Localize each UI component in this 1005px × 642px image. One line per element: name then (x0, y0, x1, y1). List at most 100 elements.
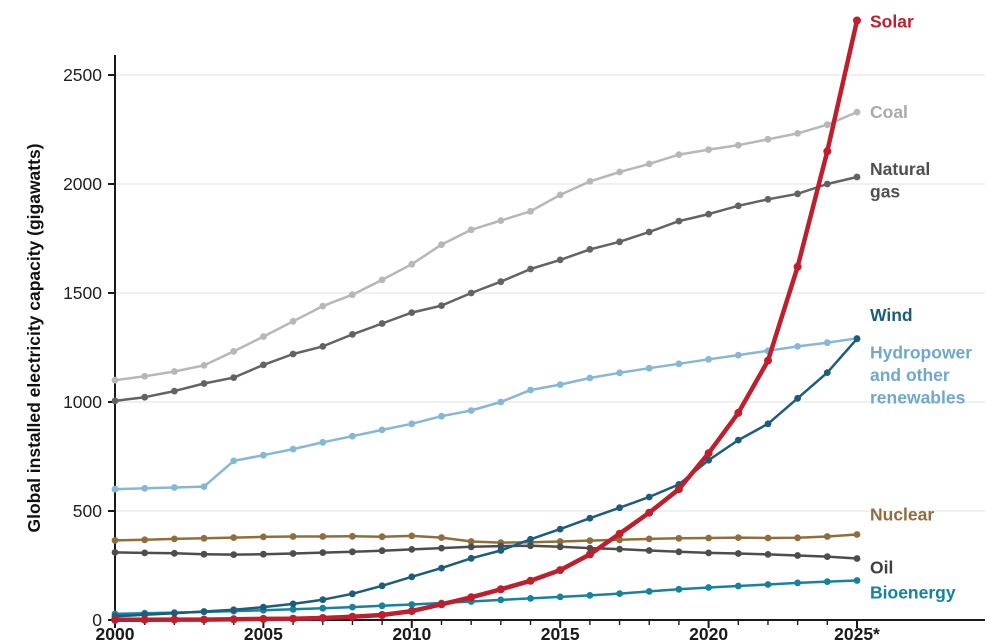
point-oil-2011 (438, 544, 445, 552)
point-natural-gas-2005 (260, 361, 267, 369)
point-coal-2003 (200, 362, 208, 369)
point-coal-2012 (467, 226, 475, 234)
y-tick-label-0: 0 (92, 610, 102, 630)
series-line-solar (112, 18, 860, 623)
point-hydropower-and-other-renewables-2013 (497, 398, 505, 406)
point-coal-2017 (616, 168, 623, 176)
point-oil-2001 (141, 549, 149, 557)
point-oil-2004 (230, 551, 238, 558)
point-coal-2020 (705, 146, 712, 154)
point-nuclear-2011 (438, 534, 445, 541)
point-wind-2002 (171, 609, 178, 617)
point-bioenergy-2023 (794, 579, 801, 587)
point-coal-2021 (734, 141, 742, 149)
point-hydropower-and-other-renewables-2001 (141, 484, 149, 492)
point-bioenergy-2008 (349, 603, 356, 611)
x-tick-label-2000: 2000 (96, 624, 135, 642)
point-bioenergy-2022 (764, 581, 772, 588)
point-oil-2019 (675, 548, 683, 556)
x-tick-label-2025: 2025* (834, 624, 880, 642)
point-coal-2008 (349, 291, 356, 299)
point-wind-2011 (438, 564, 445, 572)
point-wind-2008 (349, 590, 356, 598)
point-natural-gas-2013 (497, 278, 505, 286)
point-bioenergy-2013 (497, 596, 505, 604)
point-solar-2020 (704, 449, 713, 458)
point-coal-2023 (794, 130, 801, 137)
point-hydropower-and-other-renewables-2019 (675, 360, 683, 368)
point-coal-2019 (675, 151, 683, 159)
point-natural-gas-2024 (823, 180, 831, 188)
series-nuclear: Nuclear (111, 505, 934, 546)
point-hydropower-and-other-renewables-2003 (200, 483, 208, 490)
point-natural-gas-2012 (467, 289, 475, 297)
point-oil-2007 (319, 549, 327, 556)
point-wind-2010 (408, 573, 416, 581)
y-tick-label-1000: 1000 (63, 392, 102, 412)
point-oil-2008 (349, 548, 356, 556)
x-tick-label-2020: 2020 (689, 624, 728, 642)
series-line-bioenergy (113, 579, 859, 616)
point-hydropower-and-other-renewables-2000 (111, 485, 119, 493)
point-hydropower-and-other-renewables-2008 (349, 432, 356, 440)
point-natural-gas-2017 (616, 238, 623, 246)
point-wind-2007 (319, 596, 327, 604)
point-oil-2018 (645, 547, 653, 554)
point-hydropower-and-other-renewables-2023 (794, 343, 801, 350)
point-nuclear-2005 (260, 533, 267, 541)
x-tick-label-2005: 2005 (244, 624, 283, 642)
point-coal-2007 (319, 302, 327, 310)
point-wind-2024 (823, 369, 831, 376)
point-wind-2013 (497, 547, 505, 554)
point-nuclear-2002 (171, 535, 178, 543)
point-nuclear-2010 (408, 532, 416, 540)
point-wind-2018 (645, 493, 653, 501)
point-oil-2025 (853, 555, 861, 562)
point-natural-gas-2010 (408, 309, 416, 316)
point-natural-gas-2023 (794, 190, 801, 198)
point-solar-2015 (556, 566, 565, 575)
point-oil-2016 (586, 544, 594, 552)
point-nuclear-2003 (200, 534, 208, 542)
series-coal: Coal (111, 102, 908, 384)
y-tick-label-500: 500 (73, 501, 102, 521)
point-nuclear-2023 (794, 534, 801, 542)
point-coal-2010 (408, 260, 416, 268)
point-nuclear-2020 (705, 534, 712, 542)
point-coal-2024 (823, 121, 831, 129)
point-nuclear-2024 (823, 533, 831, 540)
point-hydropower-and-other-renewables-2015 (556, 381, 564, 388)
point-wind-2025 (853, 335, 861, 343)
point-coal-2009 (378, 276, 386, 284)
series-line-wind (113, 337, 859, 618)
point-natural-gas-2020 (705, 210, 712, 218)
point-solar-2024 (823, 147, 832, 156)
point-wind-2015 (556, 525, 564, 533)
point-oil-2009 (378, 547, 386, 555)
point-hydropower-and-other-renewables-2006 (289, 445, 297, 453)
point-coal-2001 (141, 372, 149, 380)
point-hydropower-and-other-renewables-2016 (586, 374, 594, 382)
point-natural-gas-2011 (438, 302, 445, 309)
point-bioenergy-2006 (289, 605, 297, 613)
point-bioenergy-2021 (734, 582, 742, 590)
series-line-natural-gas (113, 175, 859, 403)
point-oil-2020 (705, 549, 712, 557)
point-oil-2021 (734, 550, 742, 557)
point-solar-2003 (200, 615, 208, 624)
point-oil-2015 (556, 543, 564, 551)
point-solar-2012 (467, 593, 476, 602)
x-tick-label-2010: 2010 (392, 624, 431, 642)
point-hydropower-and-other-renewables-2005 (260, 451, 267, 459)
point-wind-2021 (734, 436, 742, 444)
point-natural-gas-2021 (734, 202, 742, 210)
point-natural-gas-2019 (675, 217, 683, 225)
point-natural-gas-2000 (111, 397, 119, 405)
point-nuclear-2016 (586, 537, 594, 544)
point-nuclear-2017 (616, 536, 623, 544)
y-tick-label-2000: 2000 (63, 174, 102, 194)
point-hydropower-and-other-renewables-2009 (378, 426, 386, 434)
point-bioenergy-2009 (378, 602, 386, 610)
point-solar-2010 (407, 607, 416, 616)
